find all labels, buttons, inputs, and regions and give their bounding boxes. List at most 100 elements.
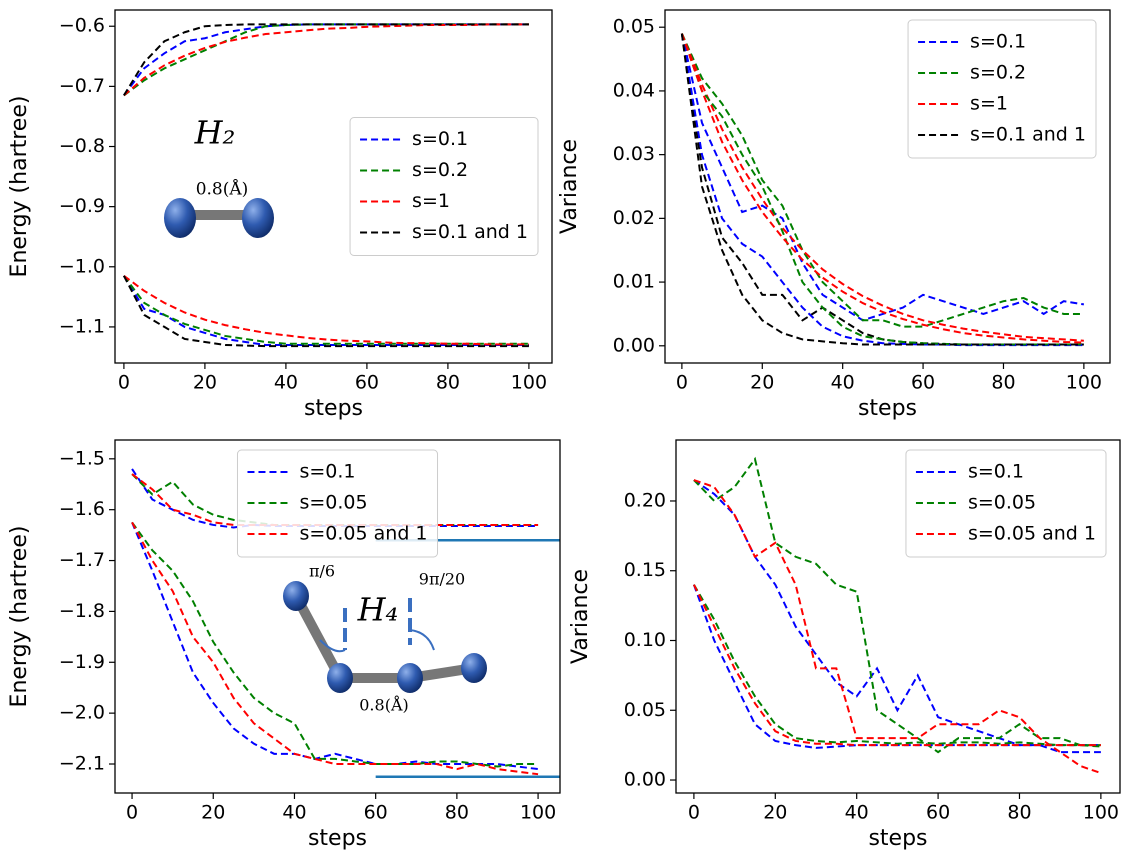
h2-molecule [164,198,274,238]
y-tick-label: −0.9 [59,195,105,217]
subplot: 0 20 40 60 80 100 0.00 0.05 0.10 0.15 0.20 steps Var… [568,439,1121,851]
annotation: 0.8(Å) [359,695,408,715]
x-tick-label: 20 [201,802,225,824]
y-tick-label: −1.5 [59,447,105,469]
y-tick-label: 0.00 [613,334,655,356]
legend-label: s=0.1 [412,128,468,150]
y-tick-label: 0.03 [613,143,655,165]
annotation: H₂ [194,114,236,152]
series-line [680,33,1085,322]
legend-label: s=0.05 [968,492,1036,514]
x-axis-label: steps [304,396,363,421]
legend: s=0.1 s=0.2 s=1 s=0.1 and 1 [907,19,1097,159]
series-line [131,521,539,776]
legend-label: s=0.1 [968,461,1024,483]
x-tick-label: 100 [511,372,547,394]
y-tick-label: −1.6 [59,498,105,520]
y-tick-label: 0.00 [624,769,666,791]
x-tick-label: 0 [688,802,700,824]
annotation: π/6 [309,562,335,581]
annotation: H₄ [357,591,399,629]
atom [397,663,423,693]
y-tick-label: −0.7 [59,75,105,97]
x-tick-label: 0 [126,802,138,824]
y-tick-label: 0.01 [613,271,655,293]
series-line [693,479,1101,754]
series-line [123,274,529,346]
legend-label: s=0.05 and 1 [299,523,427,545]
legend-label: s=1 [970,93,1008,115]
series-line [123,275,529,345]
legend: s=0.1 s=0.05 s=0.05 and 1 [905,449,1107,558]
legend-label: s=1 [412,190,450,212]
y-axis-label: Variance [568,569,593,664]
x-tick-label: 40 [274,372,298,394]
x-tick-label: 100 [1066,372,1102,394]
y-axis-label: Energy (hartree) [7,96,32,278]
y-tick-label: 0.05 [624,699,666,721]
bond [183,210,258,220]
x-tick-label: 40 [282,802,306,824]
series-line [680,33,1084,346]
series-line [693,584,1101,748]
legend-box [905,449,1107,558]
series-line [693,584,1101,747]
y-tick-label: 0.04 [613,79,655,101]
atom [242,198,274,238]
y-tick-label: −0.6 [59,15,105,37]
series-line [123,275,529,348]
x-tick-label: 100 [520,802,556,824]
x-tick-label: 80 [436,372,460,394]
series-line [680,33,1084,328]
legend-label: s=0.1 [299,461,355,483]
annotation: 9π/20 [419,570,465,589]
annotation: 0.8(Å) [196,179,249,200]
series-line [123,23,529,96]
y-tick-label: −1.0 [59,255,105,277]
subplot: 0 20 40 60 80 100 −2.1 −2.0 −1.9 −1.8 −1.7 −1.6 −1.5… [7,439,561,851]
x-tick-label: 20 [750,372,774,394]
legend-label: s=0.1 and 1 [412,221,528,243]
y-tick-label: −1.1 [59,315,105,337]
x-axis-label: steps [868,826,927,851]
y-tick-label: −2.1 [59,753,105,775]
series-line [680,33,1084,346]
series-line [131,521,539,768]
x-tick-label: 20 [193,372,217,394]
x-tick-label: 0 [676,372,688,394]
x-tick-label: 60 [364,802,388,824]
legend-box [349,117,539,256]
x-tick-label: 80 [1007,802,1031,824]
x-tick-label: 40 [831,372,855,394]
x-tick-label: 40 [845,802,869,824]
y-tick-label: 0.20 [624,489,666,511]
y-tick-label: 0.02 [613,207,655,229]
atom [461,653,487,683]
y-tick-label: −1.7 [59,549,105,571]
angle-arc [409,629,435,651]
y-tick-label: −2.0 [59,702,105,724]
y-axis-label: Variance [557,139,582,234]
y-tick-label: −0.8 [59,135,105,157]
x-tick-label: 100 [1083,802,1119,824]
plot-frame [675,439,1121,794]
x-tick-label: 60 [911,372,935,394]
bond [291,593,345,681]
series-line [680,33,1084,342]
legend: s=0.1 s=0.2 s=1 s=0.1 and 1 [349,117,539,256]
legend-label: s=0.05 [299,492,367,514]
x-axis-label: steps [858,396,917,421]
legend-label: s=0.1 and 1 [970,124,1086,146]
y-axis-label: Energy (hartree) [7,526,32,708]
atom [283,581,309,611]
series-line [123,275,529,346]
legend-label: s=0.1 [970,31,1026,53]
series-line [693,479,1102,774]
x-tick-label: 60 [926,802,950,824]
legend-label: s=0.05 and 1 [968,523,1096,545]
series-line [680,33,1084,347]
plot-frame [664,9,1111,364]
y-tick-label: 0.05 [613,16,655,38]
plot-frame [114,439,561,794]
